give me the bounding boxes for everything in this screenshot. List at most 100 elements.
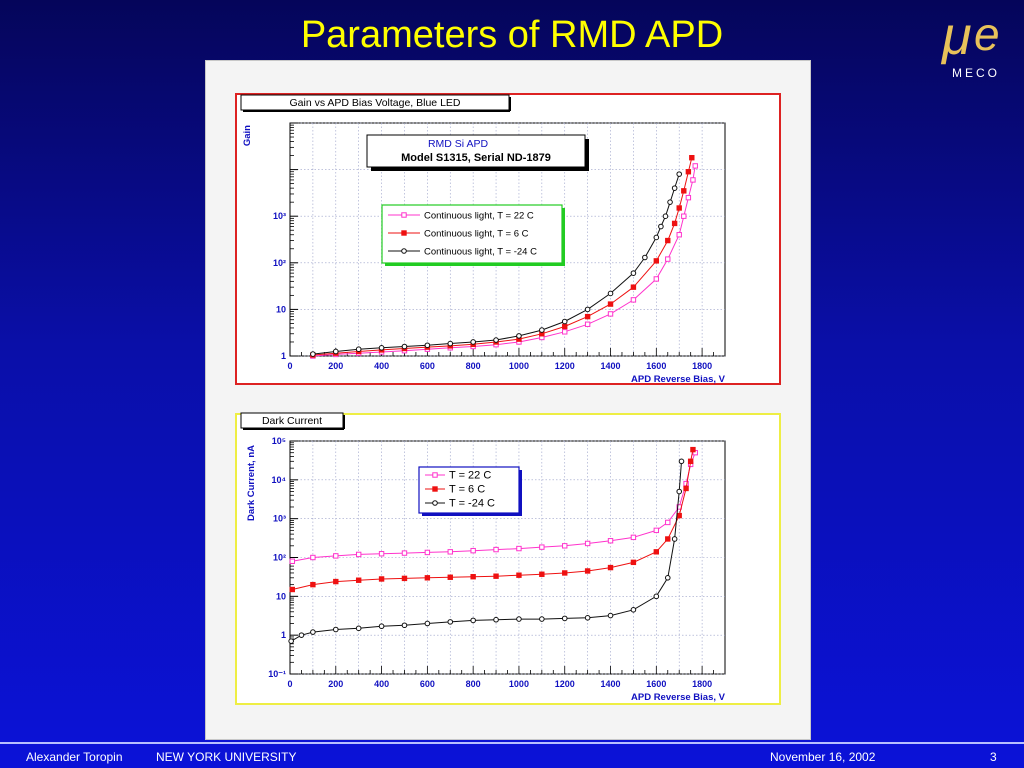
y-tick-label: 10⁻¹ [268, 669, 286, 679]
x-tick-label: 1000 [509, 679, 529, 689]
data-point [607, 538, 614, 544]
data-point [332, 626, 339, 633]
data-point [289, 558, 295, 564]
data-point [470, 547, 476, 554]
data-point [665, 519, 671, 526]
data-point [653, 258, 660, 264]
y-tick-label: 1 [281, 630, 286, 640]
data-point [665, 256, 671, 262]
x-tick-label: 1400 [601, 361, 621, 371]
data-point [658, 223, 664, 230]
dark-current-chart: Dark Current 0 200 400 600 800 1000 1200 1400 160… [235, 412, 781, 705]
data-point [607, 290, 614, 297]
y-tick-label: 10³ [273, 211, 286, 221]
data-point [470, 574, 476, 580]
data-point [355, 625, 362, 632]
series-line [312, 173, 680, 355]
annotation-box [366, 134, 586, 168]
x-tick-label: 400 [374, 361, 389, 371]
slide-title: Parameters of RMD APD [300, 14, 724, 56]
legend-marker [432, 486, 438, 492]
x-tick-label: 1200 [555, 361, 575, 371]
x-tick-label: 200 [328, 679, 343, 689]
data-point [332, 348, 339, 355]
x-tick-label: 1800 [692, 679, 712, 689]
legend-entry: T = -24 C [449, 498, 495, 510]
data-point [584, 568, 591, 574]
data-point [401, 550, 408, 556]
x-tick-label: 0 [287, 361, 292, 371]
data-point [516, 545, 522, 552]
y-tick-label: 10⁵ [272, 436, 286, 446]
data-point [470, 617, 476, 624]
footer-divider [0, 742, 1024, 744]
data-point [447, 619, 454, 625]
legend-marker [401, 248, 407, 254]
data-point [539, 327, 545, 333]
data-point [447, 340, 454, 347]
data-point [653, 549, 660, 555]
data-point [683, 485, 689, 492]
legend-entry: T = 22 C [449, 470, 491, 482]
y-tick-label: 10 [276, 591, 286, 601]
data-point [424, 575, 431, 581]
x-axis-label: APD Reverse Bias, V [631, 374, 726, 385]
data-point [630, 297, 637, 303]
data-point [401, 343, 408, 350]
data-point [288, 638, 294, 644]
data-point [493, 616, 499, 623]
data-point [630, 559, 637, 566]
data-point [401, 575, 408, 582]
data-point [333, 553, 339, 559]
data-point [539, 616, 545, 622]
legend-marker [401, 212, 407, 218]
data-point [584, 615, 591, 621]
data-point [687, 458, 694, 465]
data-point [667, 199, 673, 205]
data-point [447, 574, 453, 580]
figure-panel: Gain vs APD Bias Voltage, Blue LED 0 200 40… [205, 60, 811, 740]
data-point [562, 543, 568, 549]
data-point [355, 551, 362, 558]
logo-text: MECO [952, 66, 1000, 80]
data-point [607, 564, 614, 571]
data-point [378, 623, 385, 630]
data-point [653, 234, 660, 241]
x-tick-label: 1600 [646, 361, 666, 371]
series-line [290, 461, 682, 642]
y-tick-label: 1 [281, 351, 286, 361]
x-tick-label: 400 [374, 679, 389, 689]
series-line [292, 452, 696, 562]
legend-entry: Continuous light, T = -24 C [424, 247, 537, 258]
x-tick-label: 1000 [509, 361, 529, 371]
data-point [355, 346, 362, 352]
y-tick-label: 10² [273, 258, 286, 268]
data-point [310, 351, 316, 357]
data-point [561, 615, 568, 622]
footer-author: Alexander Toropin [26, 750, 123, 764]
x-axis-label: APD Reverse Bias, V [631, 692, 726, 703]
series-line [312, 157, 693, 356]
data-point [676, 232, 682, 238]
data-point [298, 632, 305, 638]
data-point [671, 536, 678, 542]
data-point [561, 318, 568, 325]
annotation-line1: RMD Si APD [428, 138, 489, 150]
data-point [378, 551, 385, 557]
data-point [653, 276, 660, 282]
x-tick-label: 1800 [692, 361, 712, 371]
data-point [355, 577, 362, 583]
data-point [653, 593, 660, 600]
x-tick-label: 600 [420, 679, 435, 689]
data-point [665, 237, 671, 244]
data-point [493, 337, 499, 343]
legend-marker [432, 500, 438, 506]
data-point [676, 488, 683, 495]
footer-institution: NEW YORK UNIVERSITY [156, 750, 297, 764]
data-point [690, 446, 696, 453]
x-tick-label: 0 [287, 679, 292, 689]
x-tick-label: 800 [466, 679, 481, 689]
x-tick-label: 1200 [555, 679, 575, 689]
data-point [516, 333, 522, 339]
data-point [676, 512, 682, 519]
